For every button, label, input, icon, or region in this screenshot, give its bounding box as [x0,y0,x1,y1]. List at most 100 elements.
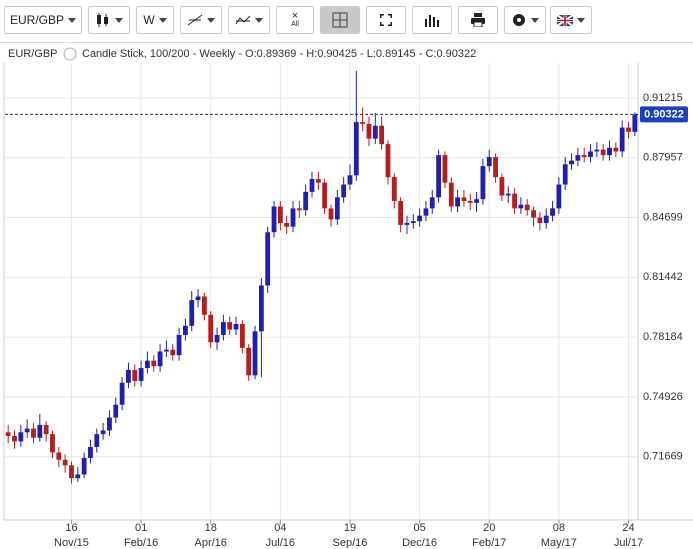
x-tick-label: 01 [135,522,147,534]
candle-body [423,208,429,216]
candle-body [398,201,404,225]
period-button[interactable]: W [136,6,174,34]
x-tick-label: 20 [483,522,495,534]
candle-body [410,221,416,224]
visibility-icon[interactable] [63,47,77,61]
y-tick-label: 0.78184 [643,331,683,343]
candle-body [239,323,245,348]
settings-icon [513,14,525,26]
candle-body [296,208,302,211]
indicator-icon [235,15,251,25]
candle-body [575,155,581,161]
grid-button[interactable] [320,6,360,34]
candle-body [265,232,271,286]
candle-body [94,434,100,447]
candle-body [290,208,296,227]
candle-body [164,349,169,352]
candle-body [588,151,593,157]
candle-body [315,178,321,183]
fullscreen-icon [380,14,392,26]
x-tick-month: Jul/17 [614,537,643,549]
candle-body [353,122,359,176]
symbol-button[interactable]: EUR/GBP [4,6,82,34]
candle-body [493,156,498,178]
fullscreen-button[interactable] [366,6,406,34]
x-tick-month: Sep/16 [333,537,368,549]
language-button[interactable] [550,6,592,34]
candle-body [429,197,435,209]
y-tick-label: 0.91215 [643,92,683,104]
volume-button[interactable] [412,6,452,34]
y-tick-label: 0.81442 [643,271,683,283]
x-tick-label: 19 [344,522,356,534]
candle-body [62,459,68,466]
candle-body [505,193,511,196]
candle-body [145,360,150,369]
last-price-label: 0.90322 [644,108,684,120]
candle-body [227,322,233,330]
x-tick-month: Nov/15 [54,537,89,549]
candle-body [151,360,157,367]
candle-body [556,184,562,209]
candle-body [569,160,574,165]
candle-body [550,208,555,216]
candle-body [252,331,258,376]
x-tick-month: Apr/16 [195,537,227,549]
candle-body [486,156,492,167]
draw-button[interactable] [180,6,222,34]
candle-body [113,404,119,418]
candle-body [50,434,55,453]
candle-body [170,349,176,356]
settings-button[interactable] [504,6,546,34]
candle-body [613,147,619,152]
candle-icon [97,13,108,27]
candle-body [208,314,214,343]
candle-body [607,147,612,156]
candle-body [512,193,517,209]
x-tick-month: May/17 [541,537,577,549]
clear-button[interactable]: × All [276,6,314,34]
candle-body [119,382,125,405]
candle-body [271,206,277,233]
candle-body [562,164,568,185]
x-tick-month: Feb/16 [124,537,158,549]
info-line: Candle Stick, 100/200 - Weekly - O:0.893… [82,48,476,60]
chart-type-button[interactable] [88,6,130,34]
candle-body [372,125,378,139]
candle-body [626,127,631,132]
candle-body [455,197,461,207]
candle-body [56,452,62,460]
y-tick-label: 0.87957 [643,152,683,164]
flag-icon [557,14,573,26]
candle-body [195,296,201,301]
candle-body [100,430,106,435]
candle-body [246,347,252,376]
candle-body [138,368,144,381]
symbol-text: EUR/GBP [9,13,64,27]
volume-icon [425,15,439,27]
print-button[interactable] [458,6,498,34]
candle-body [341,184,347,198]
candle-body [537,217,543,224]
candle-body [233,323,239,330]
candle-body [107,417,112,431]
candle-body [182,325,188,335]
period-text: W [143,13,155,27]
candle-body [277,206,283,224]
candle-body [258,285,264,332]
candle-body [157,351,163,367]
candle-body [366,123,372,139]
candle-body [347,175,353,185]
y-tick-label: 0.84699 [643,211,683,223]
candle-body [176,334,182,356]
candle-body [385,144,391,178]
candle-body [88,446,93,458]
candle-body [461,197,467,202]
candle-body [404,223,410,225]
candle-body [201,296,207,315]
draw-icon [187,14,203,26]
indicator-button[interactable] [228,6,270,34]
candle-body [75,474,81,479]
candle-body [442,155,448,183]
chart: EUR/GBP Candle Stick, 100/200 - Weekly -… [3,47,693,549]
